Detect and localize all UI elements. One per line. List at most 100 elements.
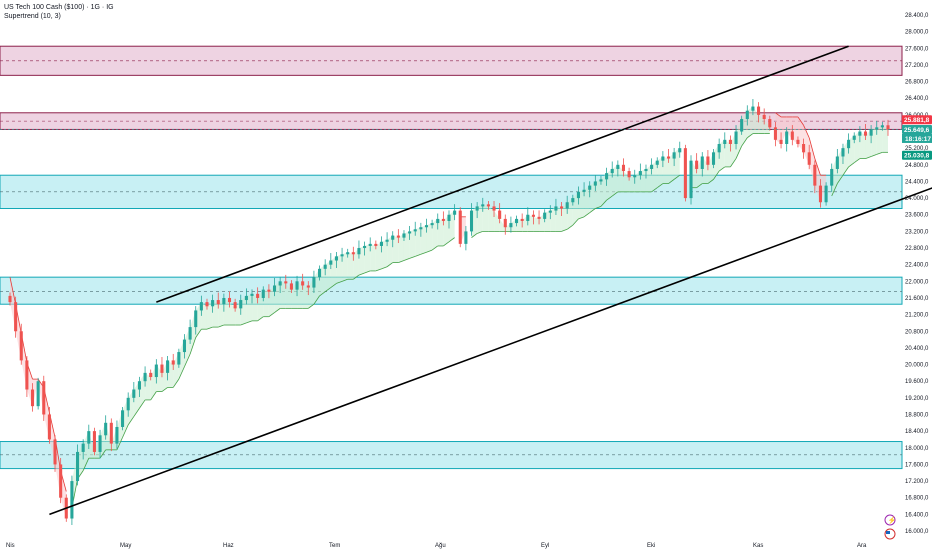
candle-body[interactable] [267,289,271,292]
candle-body[interactable] [830,168,834,186]
candle-body[interactable] [334,256,338,261]
candle-body[interactable] [503,218,507,228]
candle-body[interactable] [531,214,535,217]
candle-body[interactable] [880,125,884,128]
candle-body[interactable] [98,435,102,452]
candle-body[interactable] [194,310,198,328]
candle-body[interactable] [605,173,609,180]
candle-body[interactable] [59,464,63,498]
candle-body[interactable] [289,283,293,290]
candle-body[interactable] [53,439,57,465]
candle-body[interactable] [211,300,215,307]
candle-body[interactable] [875,127,879,130]
candle-body[interactable] [278,281,282,286]
candle-body[interactable] [25,360,29,390]
candle-body[interactable] [36,381,40,407]
candle-body[interactable] [683,148,687,199]
candle-body[interactable] [76,451,80,482]
candle-body[interactable] [306,285,310,288]
candle-body[interactable] [458,210,462,244]
lightning-icon[interactable] [884,514,896,526]
candle-body[interactable] [723,139,727,144]
candle-body[interactable] [216,300,220,305]
candle-body[interactable] [599,179,603,182]
candle-body[interactable] [312,277,316,288]
candle-body[interactable] [886,125,890,130]
candle-body[interactable] [678,148,682,153]
candle-body[interactable] [441,218,445,221]
candle-body[interactable] [340,254,344,257]
candle-body[interactable] [847,139,851,149]
candle-body[interactable] [81,443,85,452]
candle-body[interactable] [250,293,254,296]
candle-body[interactable] [661,156,665,161]
candle-body[interactable] [706,156,710,165]
candle-body[interactable] [295,281,299,290]
candle-body[interactable] [464,231,468,244]
candle-body[interactable] [351,252,355,255]
candle-body[interactable] [227,297,232,303]
candle-body[interactable] [205,302,209,307]
candle-body[interactable] [261,289,265,298]
candle-body[interactable] [571,198,575,203]
candle-body[interactable] [222,297,226,305]
candle-body[interactable] [835,156,839,169]
candle-body[interactable] [807,152,811,165]
candle-body[interactable] [588,185,592,190]
candle-body[interactable] [436,218,440,224]
candle-body[interactable] [121,410,125,427]
candle-body[interactable] [177,352,181,365]
candle-body[interactable] [498,210,502,219]
candle-body[interactable] [745,110,749,120]
candle-body[interactable] [318,268,322,278]
candle-body[interactable] [717,144,721,153]
candle-body[interactable] [160,364,164,373]
candle-body[interactable] [610,168,614,174]
candle-body[interactable] [813,164,817,186]
candle-body[interactable] [402,233,406,238]
candle-body[interactable] [346,252,350,255]
candle-body[interactable] [655,160,659,165]
candle-body[interactable] [143,372,147,382]
candle-body[interactable] [233,302,237,309]
candle-body[interactable] [841,148,845,157]
candle-body[interactable] [582,189,586,192]
candle-body[interactable] [762,114,766,120]
candle-body[interactable] [188,327,192,340]
candle-body[interactable] [790,131,794,140]
candle-body[interactable] [430,223,434,226]
candle-body[interactable] [87,431,91,444]
candle-body[interactable] [92,431,96,452]
candle-body[interactable] [47,414,51,440]
candle-body[interactable] [757,106,761,115]
candle-body[interactable] [481,204,485,207]
candle-body[interactable] [104,422,108,436]
indicator-label[interactable]: Supertrend (10, 3) [4,13,61,20]
candle-body[interactable] [374,243,378,246]
candle-body[interactable] [728,139,732,144]
candle-body[interactable] [486,204,490,207]
candle-body[interactable] [627,171,631,178]
candle-body[interactable] [154,364,158,378]
candle-body[interactable] [852,135,856,140]
candle-body[interactable] [391,235,395,240]
candle-body[interactable] [413,229,417,232]
candle-body[interactable] [548,210,552,213]
candle-body[interactable] [526,214,530,221]
candle-body[interactable] [424,225,429,228]
candle-body[interactable] [515,218,519,224]
candle-body[interactable] [42,381,46,415]
candle-body[interactable] [323,264,327,269]
candle-body[interactable] [863,131,868,136]
candle-body[interactable] [329,260,333,265]
candle-body[interactable] [182,339,187,353]
candle-body[interactable] [554,206,558,211]
candle-body[interactable] [768,119,772,128]
candle-body[interactable] [368,243,372,246]
candle-body[interactable] [8,295,12,303]
candle-body[interactable] [593,181,597,186]
candle-body[interactable] [621,164,626,172]
candle-body[interactable] [695,160,699,169]
candle-body[interactable] [239,300,243,309]
